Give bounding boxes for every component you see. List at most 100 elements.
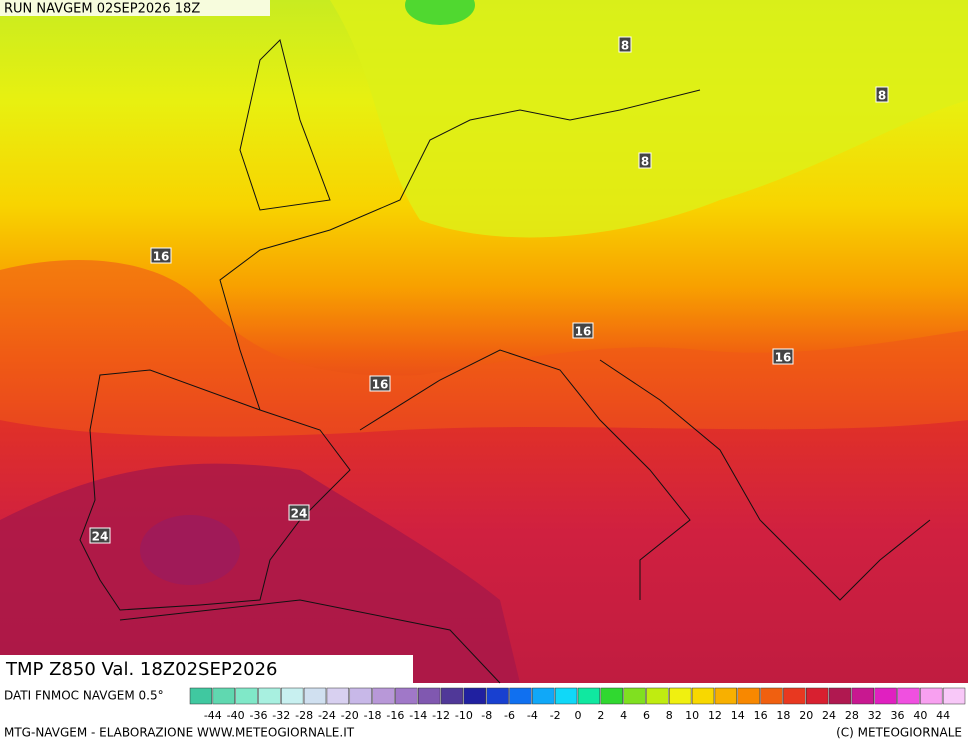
legend-swatch [212, 687, 235, 705]
legend-swatch [805, 687, 829, 705]
legend-swatch [577, 687, 601, 705]
contour-label-box [875, 86, 889, 103]
legend-swatch [874, 687, 897, 705]
field-box [0, 655, 413, 683]
legend-swatch [258, 687, 281, 705]
legend-tick: -36 [249, 709, 267, 722]
legend-swatch [235, 687, 258, 705]
legend-tick: 36 [891, 709, 905, 722]
field-title: TMP Z850 Val. 18Z02SEP2026 [5, 659, 278, 680]
legend-tick: -40 [227, 709, 245, 722]
legend-tick: 20 [799, 709, 813, 722]
legend-swatch [395, 687, 418, 705]
legend-swatch [281, 687, 304, 705]
contour-label: 16 [575, 325, 592, 339]
legend-tick: -32 [272, 709, 290, 722]
contour-label: 8 [641, 155, 649, 169]
contour-label-box [572, 322, 594, 339]
legend-tick: 8 [666, 709, 673, 722]
contour-label-box [618, 36, 632, 53]
contour-label: 8 [878, 89, 886, 103]
legend-tick: -2 [550, 709, 561, 722]
contour-label-box [772, 348, 794, 365]
legend-swatch [646, 687, 669, 705]
legend-swatch [600, 687, 623, 705]
footer-right: (C) METEOGIORNALE [836, 726, 962, 740]
run-box [0, 0, 270, 16]
warm-band [0, 260, 968, 437]
color-legend: -44 -40 -36 -32 -28 -24 -20 -18 -16 -14 -12 -10 -8 -6… [189, 687, 966, 722]
legend-tick: -14 [409, 709, 427, 722]
legend-source: DATI FNMOC NAVGEM 0.5° [4, 689, 164, 703]
contour-label-box [288, 504, 310, 521]
legend-swatch [783, 687, 806, 705]
balkan-coast [599, 359, 931, 601]
legend-swatch [714, 687, 738, 705]
legend-swatch [349, 687, 372, 705]
legend-tick: 14 [731, 709, 745, 722]
legend-swatch [920, 687, 943, 705]
legend-tick: 16 [754, 709, 768, 722]
iberia-coast [79, 369, 351, 611]
hot-peak [140, 515, 240, 585]
coast-north [219, 89, 701, 411]
africa-coast [119, 599, 501, 684]
legend-swatch [326, 687, 350, 705]
legend-tick: 40 [913, 709, 927, 722]
footer-left: MTG-NAVGEM - ELABORAZIONE WWW.METEOGIORN… [4, 726, 355, 740]
contour-label: 16 [775, 351, 792, 365]
legend-tick: -16 [386, 709, 404, 722]
italy-coast [359, 349, 691, 600]
legend-tick: -12 [432, 709, 450, 722]
contour-label-box [89, 527, 111, 544]
map: 888816161616162424 [0, 0, 968, 684]
legend-swatch [851, 687, 874, 705]
legend-swatch [669, 687, 692, 705]
legend-tick: 0 [575, 709, 582, 722]
hot-core [0, 463, 520, 683]
legend-swatch [486, 687, 509, 705]
legend-swatch [828, 687, 852, 705]
legend-swatch [942, 687, 966, 705]
legend-swatch [509, 687, 532, 705]
legend-swatch [897, 687, 920, 705]
legend-swatch [554, 687, 578, 705]
legend-swatch [189, 687, 213, 705]
legend-tick: 12 [708, 709, 722, 722]
contour-label: 24 [291, 507, 308, 521]
legend-tick: -10 [455, 709, 473, 722]
legend-tick: -4 [527, 709, 538, 722]
legend-tick: -28 [295, 709, 313, 722]
cold-core [405, 0, 475, 25]
legend-tick: 10 [685, 709, 699, 722]
legend-swatch [737, 687, 760, 705]
legend-swatch [417, 687, 441, 705]
legend-tick: 24 [822, 709, 836, 722]
legend-swatch [440, 687, 464, 705]
contour-label-box [150, 247, 172, 264]
legend-swatch [623, 687, 646, 705]
legend-swatch [691, 687, 715, 705]
cool-region [330, 0, 968, 238]
contour-label: 16 [372, 378, 389, 392]
legend-swatch [303, 687, 327, 705]
legend-tick: -8 [481, 709, 492, 722]
legend-tick: 2 [597, 709, 604, 722]
legend-tick: 18 [776, 709, 790, 722]
contour-label-box [638, 152, 652, 169]
run-title: RUN NAVGEM 02SEP2026 18Z [4, 2, 200, 17]
contour-label-box [369, 375, 391, 392]
legend-tick: -24 [318, 709, 336, 722]
legend-tick: -20 [341, 709, 359, 722]
legend-tick: -6 [504, 709, 515, 722]
contour-label: 16 [153, 250, 170, 264]
legend-tick: 6 [643, 709, 650, 722]
legend-tick: 32 [868, 709, 882, 722]
legend-tick: 28 [845, 709, 859, 722]
contour-label: 8 [621, 39, 629, 53]
legend-tick: -44 [204, 709, 222, 722]
legend-swatch [372, 687, 395, 705]
contour-label: 24 [92, 530, 109, 544]
legend-tick: -18 [364, 709, 382, 722]
